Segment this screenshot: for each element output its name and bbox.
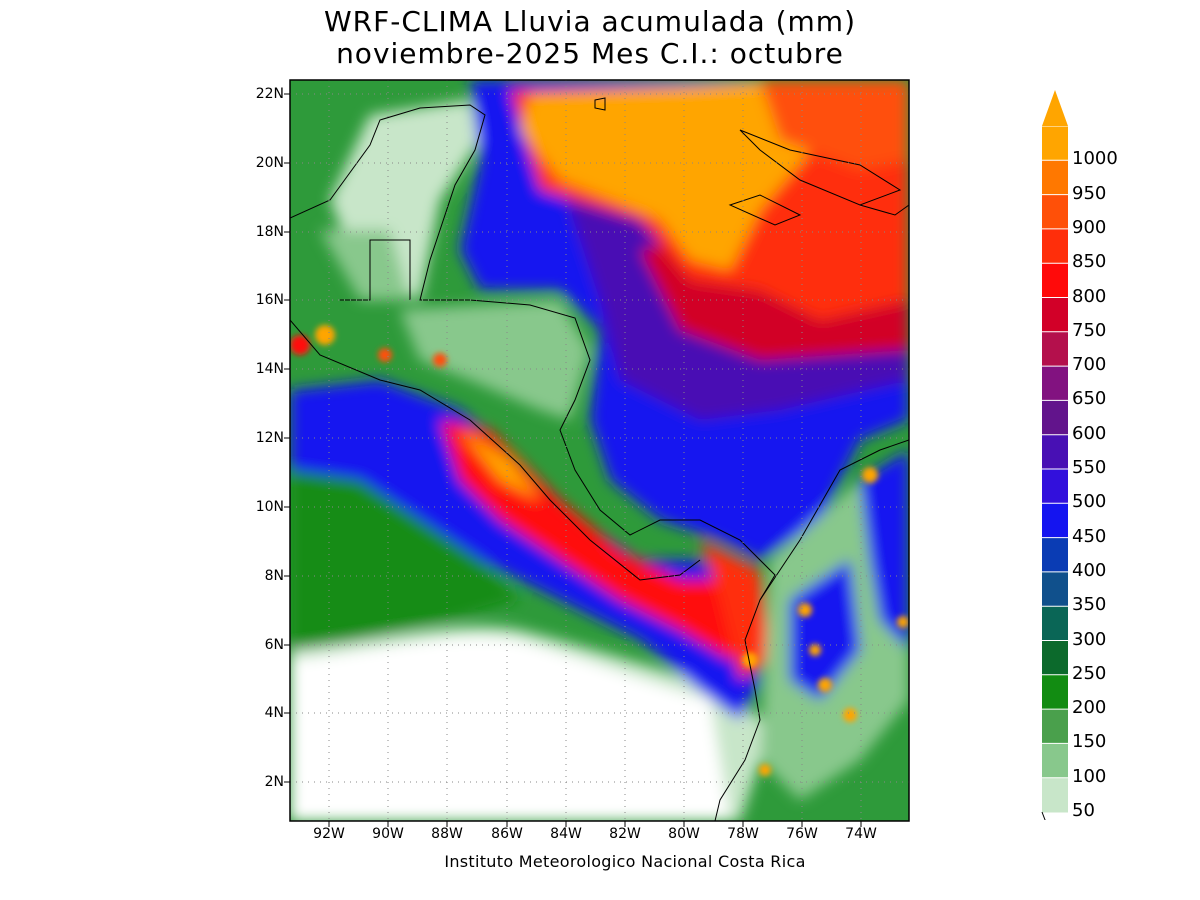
colorbar-swatch [1042,674,1068,710]
colorbar-swatch [1042,503,1068,539]
colorbar-label: 600 [1072,422,1107,444]
colorbar-swatch [1042,709,1068,744]
colorbar-swatch [1042,469,1068,504]
colorbar-label: 950 [1072,182,1107,204]
credit-text: Instituto Meteorologico Nacional Costa R… [444,852,806,871]
colorbar-label: 850 [1072,251,1107,273]
colorbar-label: 150 [1072,731,1107,753]
lat-label: 10N [255,499,284,515]
lon-label: 80W [668,826,700,842]
colorbar-label: 800 [1072,285,1107,307]
colorbar-label: 250 [1072,662,1107,684]
lat-label: 4N [264,705,284,721]
lon-label: 82W [609,826,641,842]
colorbar-min-arrow [1041,811,1046,820]
lat-label: 22N [255,86,284,102]
colorbar-swatch [1042,194,1068,230]
colorbar [1041,90,1070,820]
colorbar-swatch [1042,366,1068,401]
colorbar-label: 450 [1072,525,1107,547]
lat-label: 8N [264,568,284,584]
lat-label: 6N [264,637,284,653]
lon-label: 92W [313,826,345,842]
lon-label: 88W [431,826,463,842]
colorbar-swatch [1042,777,1068,813]
lat-label: 14N [255,361,284,377]
colorbar-label: 200 [1072,697,1107,719]
lon-label: 76W [786,826,818,842]
colorbar-swatch [1042,571,1068,607]
lat-label: 18N [255,224,284,240]
lon-label: 78W [727,826,759,842]
colorbar-swatch [1042,160,1068,196]
lon-label: 86W [491,826,523,842]
colorbar-label: 900 [1072,216,1107,238]
precipitation-field [290,80,909,821]
colorbar-swatch [1042,400,1068,436]
lat-label: 2N [264,774,284,790]
colorbar-label: 700 [1072,354,1107,376]
colorbar-swatch [1042,743,1068,779]
colorbar-swatch [1042,297,1068,333]
map-frame [289,79,910,822]
lat-label: 12N [255,430,284,446]
colorbar-swatch [1042,126,1068,161]
colorbar-swatch [1042,263,1068,298]
axis-ticks [284,93,862,827]
lon-label: 90W [372,826,404,842]
colorbar-label: 550 [1072,457,1107,478]
lat-label: 16N [255,292,284,308]
colorbar-label: 500 [1072,491,1107,513]
colorbar-label: 50 [1072,800,1095,821]
colorbar-label: 1000 [1072,148,1118,170]
colorbar-label: 400 [1072,559,1107,581]
colorbar-label: 650 [1072,388,1107,410]
colorbar-swatch [1042,434,1068,470]
colorbar-label: 750 [1072,319,1107,341]
colorbar-swatch [1042,331,1068,367]
colorbar-max-arrow [1042,90,1068,126]
lon-label: 84W [550,826,582,842]
map-title-line2: noviembre-2025 Mes C.I.: octubre [336,37,844,70]
colorbar-swatch [1042,228,1068,264]
colorbar-label: 350 [1072,594,1107,616]
map-title-line1: WRF-CLIMA Lluvia acumulada (mm) [324,5,856,38]
colorbar-swatch [1042,606,1068,641]
lon-label: 74W [845,826,877,842]
colorbar-swatch [1042,537,1068,573]
colorbar-label: 100 [1072,765,1107,787]
colorbar-label: 300 [1072,628,1107,650]
colorbar-swatch [1042,640,1068,676]
lat-label: 20N [255,155,284,171]
